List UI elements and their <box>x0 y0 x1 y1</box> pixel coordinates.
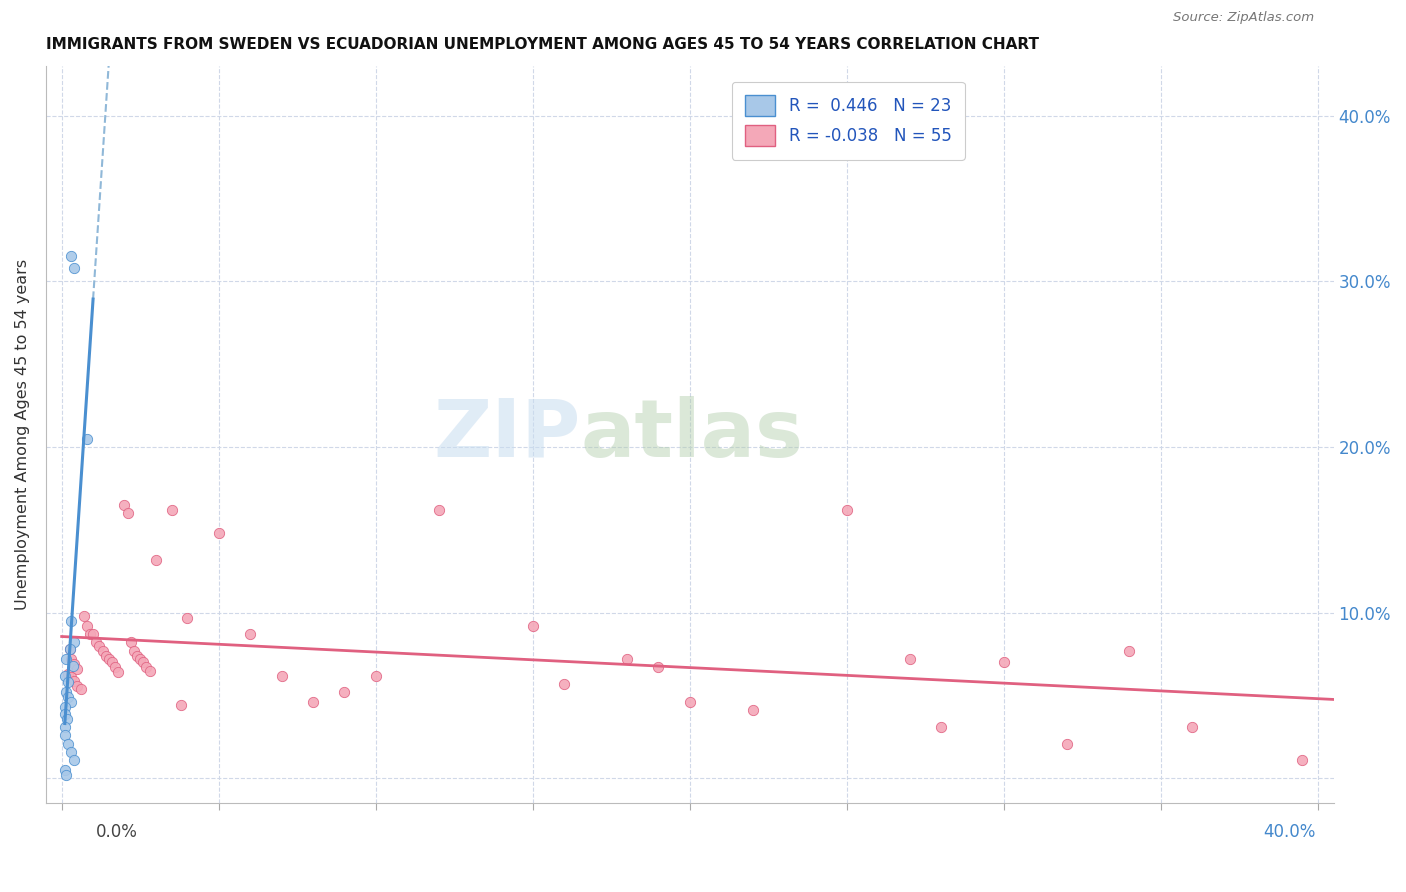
Point <box>55 768 77 782</box>
Point <box>82 627 104 641</box>
Point <box>55 706 77 721</box>
Text: atlas: atlas <box>581 395 803 474</box>
Point <box>107 665 129 680</box>
Point <box>60 670 83 684</box>
Point <box>62 658 84 673</box>
Point <box>56 675 79 690</box>
Point <box>302 695 325 709</box>
Point <box>53 668 76 682</box>
Point <box>114 498 136 512</box>
Point <box>929 720 952 734</box>
Point <box>270 668 292 682</box>
Point <box>63 657 86 671</box>
Point <box>104 660 127 674</box>
Point <box>69 681 91 696</box>
Point <box>79 627 101 641</box>
Text: ZIP: ZIP <box>433 395 581 474</box>
Point <box>84 635 107 649</box>
Point <box>56 737 79 751</box>
Point <box>129 652 152 666</box>
Point <box>60 652 83 666</box>
Point <box>53 728 76 742</box>
Text: IMMIGRANTS FROM SWEDEN VS ECUADORIAN UNEMPLOYMENT AMONG AGES 45 TO 54 YEARS CORR: IMMIGRANTS FROM SWEDEN VS ECUADORIAN UNE… <box>46 37 1039 53</box>
Point <box>135 660 157 674</box>
Point <box>56 690 79 705</box>
Text: 0.0%: 0.0% <box>96 822 138 840</box>
Point <box>73 609 96 624</box>
Point <box>63 673 86 688</box>
Point <box>170 698 193 713</box>
Point <box>427 503 450 517</box>
Point <box>55 652 77 666</box>
Point <box>55 685 77 699</box>
Point <box>89 639 111 653</box>
Point <box>741 703 763 717</box>
Point <box>91 644 114 658</box>
Point <box>53 763 76 777</box>
Point <box>364 668 387 682</box>
Point <box>53 700 76 714</box>
Text: 40.0%: 40.0% <box>1264 822 1316 840</box>
Point <box>835 503 858 517</box>
Point <box>60 695 83 709</box>
Point <box>993 656 1015 670</box>
Y-axis label: Unemployment Among Ages 45 to 54 years: Unemployment Among Ages 45 to 54 years <box>15 259 30 610</box>
Point <box>76 432 98 446</box>
Legend: R =  0.446   N = 23, R = -0.038   N = 55: R = 0.446 N = 23, R = -0.038 N = 55 <box>733 82 965 160</box>
Point <box>333 685 356 699</box>
Point <box>101 656 124 670</box>
Point <box>66 679 89 693</box>
Point <box>1181 720 1204 734</box>
Point <box>56 667 79 681</box>
Point <box>55 720 77 734</box>
Point <box>58 642 80 657</box>
Point <box>553 677 575 691</box>
Point <box>647 660 669 674</box>
Point <box>120 635 142 649</box>
Point <box>63 635 86 649</box>
Point <box>1291 753 1313 767</box>
Point <box>145 552 167 566</box>
Point <box>132 656 155 670</box>
Point <box>125 648 148 663</box>
Point <box>66 662 89 676</box>
Point <box>76 619 98 633</box>
Point <box>898 652 921 666</box>
Point <box>60 614 83 628</box>
Point <box>58 642 80 657</box>
Point <box>63 261 86 276</box>
Point <box>117 506 139 520</box>
Point <box>160 503 183 517</box>
Point <box>522 619 544 633</box>
Point <box>138 664 160 678</box>
Point <box>94 648 117 663</box>
Point <box>208 526 231 541</box>
Point <box>239 627 262 641</box>
Point <box>60 745 83 759</box>
Point <box>176 610 198 624</box>
Point <box>122 644 145 658</box>
Point <box>56 712 79 726</box>
Point <box>1056 737 1078 751</box>
Text: Source: ZipAtlas.com: Source: ZipAtlas.com <box>1174 11 1315 23</box>
Point <box>63 753 86 767</box>
Point <box>60 250 83 264</box>
Point <box>1118 644 1140 658</box>
Point <box>97 652 120 666</box>
Point <box>679 695 702 709</box>
Point <box>616 652 638 666</box>
